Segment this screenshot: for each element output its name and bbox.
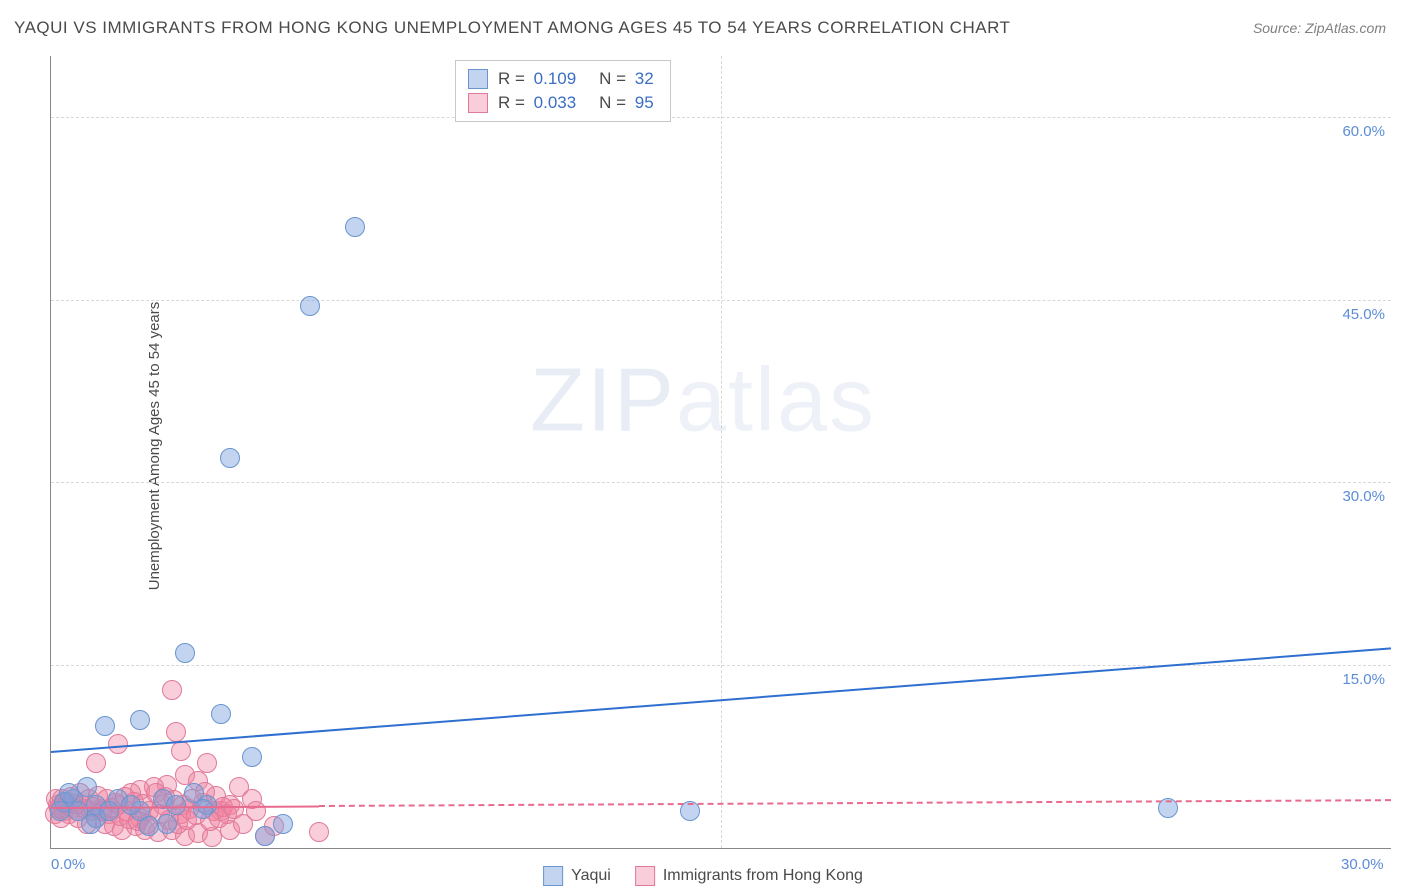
- stats-text: R = 0.033 N = 95: [498, 93, 658, 113]
- data-point-yaqui: [139, 816, 159, 836]
- legend-item-hongkong: Immigrants from Hong Kong: [635, 866, 863, 886]
- gridline-vertical: [721, 56, 722, 848]
- x-tick-label: 0.0%: [51, 856, 85, 873]
- data-point-hongkong: [197, 753, 217, 773]
- y-tick-label: 60.0%: [1325, 123, 1385, 140]
- trend-line-hongkong: [319, 799, 1391, 807]
- legend-label: Yaqui: [571, 867, 611, 885]
- source-attribution: Source: ZipAtlas.com: [1253, 20, 1386, 36]
- swatch-yaqui: [543, 866, 563, 886]
- chart-title: YAQUI VS IMMIGRANTS FROM HONG KONG UNEMP…: [14, 18, 1010, 38]
- legend-label: Immigrants from Hong Kong: [663, 867, 863, 885]
- data-point-yaqui: [300, 296, 320, 316]
- plot-area: 15.0%30.0%45.0%60.0%0.0%30.0%: [50, 56, 1391, 849]
- data-point-yaqui: [157, 814, 177, 834]
- data-point-yaqui: [175, 643, 195, 663]
- data-point-hongkong: [162, 680, 182, 700]
- data-point-yaqui: [81, 814, 101, 834]
- data-point-yaqui: [59, 783, 79, 803]
- data-point-yaqui: [255, 826, 275, 846]
- data-point-yaqui: [345, 217, 365, 237]
- data-point-yaqui: [99, 801, 119, 821]
- y-tick-label: 30.0%: [1325, 488, 1385, 505]
- stats-legend: R = 0.109 N = 32 R = 0.033 N = 95: [455, 60, 671, 122]
- swatch-hongkong: [635, 866, 655, 886]
- data-point-yaqui: [242, 747, 262, 767]
- data-point-yaqui: [50, 801, 70, 821]
- x-tick-label: 30.0%: [1341, 856, 1384, 873]
- data-point-yaqui: [95, 716, 115, 736]
- data-point-yaqui: [121, 795, 141, 815]
- data-point-hongkong: [86, 753, 106, 773]
- y-tick-label: 45.0%: [1325, 306, 1385, 323]
- data-point-yaqui: [273, 814, 293, 834]
- series-legend: Yaqui Immigrants from Hong Kong: [543, 866, 863, 886]
- y-tick-label: 15.0%: [1325, 671, 1385, 688]
- stats-row-yaqui: R = 0.109 N = 32: [468, 67, 658, 91]
- data-point-hongkong: [166, 722, 186, 742]
- data-point-yaqui: [211, 704, 231, 724]
- stats-text: R = 0.109 N = 32: [498, 69, 658, 89]
- legend-item-yaqui: Yaqui: [543, 866, 611, 886]
- data-point-yaqui: [220, 448, 240, 468]
- stats-row-hongkong: R = 0.033 N = 95: [468, 91, 658, 115]
- data-point-yaqui: [130, 710, 150, 730]
- data-point-yaqui: [193, 799, 213, 819]
- swatch-hongkong: [468, 93, 488, 113]
- swatch-yaqui: [468, 69, 488, 89]
- data-point-hongkong: [246, 801, 266, 821]
- data-point-hongkong: [309, 822, 329, 842]
